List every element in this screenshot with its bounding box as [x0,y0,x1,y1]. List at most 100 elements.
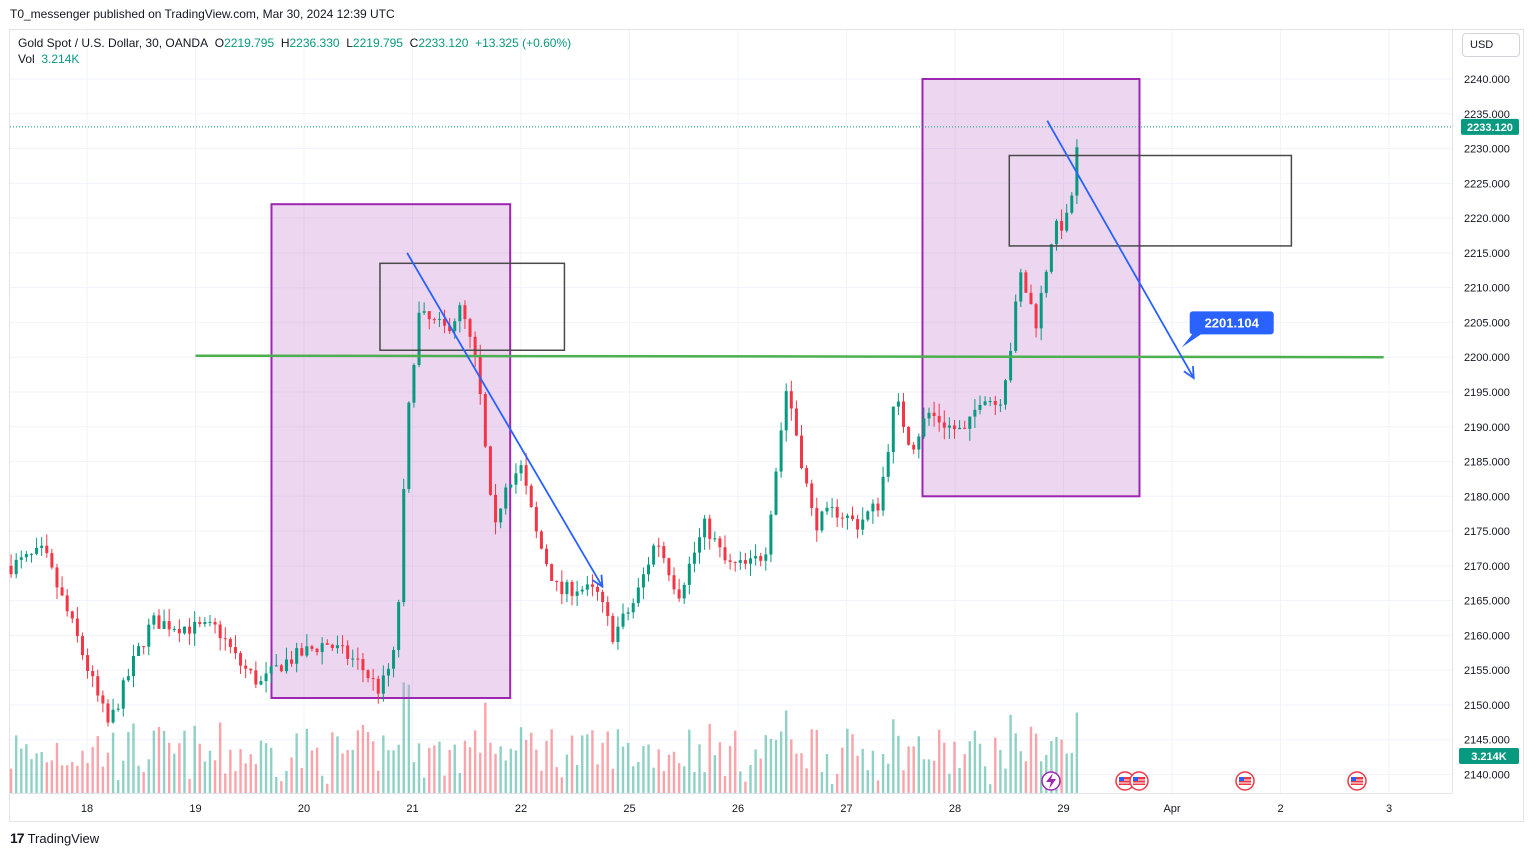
grid [10,30,1452,793]
volume-bar [407,684,411,793]
open-label: O [214,36,225,50]
volume-bar [122,760,125,793]
y-tick-label: 2165.000 [1464,596,1510,608]
y-tick-label: 2155.000 [1464,665,1510,677]
currency-button[interactable]: USD [1462,33,1520,57]
volume-bar [1019,751,1022,793]
candle-body [468,319,472,337]
candle-body [223,638,227,640]
volume-bar [591,730,594,793]
us-flag-icon [1129,771,1149,791]
candle-body [295,648,299,664]
volume-bar [693,771,696,793]
candle-body [718,538,722,548]
volume-bar [886,763,890,793]
chart-frame [9,29,1524,822]
volume-bar [907,746,910,793]
axes: 2140.000 2145.000 2150.000 2155.000 2160.000… [10,30,1519,815]
candle-body [891,406,895,453]
tradingview-logo-icon: 17 [10,830,25,846]
candle-body [789,391,793,409]
volume-bar [137,765,140,793]
y-tick-label: 2160.000 [1464,630,1510,642]
candle-body [458,305,462,322]
candle-body [91,671,95,677]
candle-body [840,517,844,519]
volume-bar [601,742,604,793]
volume-bar [326,783,329,793]
volume-bar [269,747,273,793]
volume-bar [336,736,339,793]
candle-body [1044,271,1048,293]
volume-bar [830,784,834,793]
volume-bar [988,784,992,793]
candles [9,139,1079,727]
candle-body [733,561,737,563]
candle-body [927,412,931,419]
candle-body [545,548,549,565]
candle-body [310,646,314,649]
volume-bar [249,754,252,793]
candle-body [942,422,946,428]
candle-body [912,444,916,450]
y-tick-label: 2240.000 [1464,74,1510,86]
candle-body [233,647,237,654]
candle-body [121,680,125,709]
candle-body [636,587,640,604]
volume-bar [152,730,156,793]
y-tick-label: 2170.000 [1464,561,1510,573]
volume-bar [953,741,956,793]
volume-bar [40,751,43,793]
volume-bar [254,763,258,793]
target-price-label: 2201.104 [1181,311,1274,348]
candle-body [861,519,865,530]
candle-body [922,418,926,437]
volume-bar [892,719,895,793]
volume-bar [902,770,905,793]
y-tick-label: 2150.000 [1464,700,1510,712]
volume-bar [162,730,166,793]
symbol-title[interactable]: Gold Spot / U.S. Dollar, 30, OANDA [18,36,209,50]
volume-bar [417,743,421,793]
candle-body [371,678,375,680]
x-tick-label: 21 [406,803,418,815]
volume-bar [392,750,395,793]
tradingview-logo[interactable]: 17 TradingView [10,830,99,846]
candle-body [86,655,90,672]
candle-body [998,404,1002,406]
y-tick-label: 2220.000 [1464,213,1510,225]
volume-bar [65,765,69,793]
volume-bar [728,746,732,793]
volume-bar [581,735,584,793]
volume-bar [637,762,640,793]
candle-body [290,659,294,664]
volume-bar [14,735,18,793]
y-tick-label: 2230.000 [1464,144,1510,156]
volume-bar [448,749,451,793]
volume-bar [499,746,502,793]
y-tick-label: 2190.000 [1464,422,1510,434]
candle-body [1054,220,1058,245]
volume-bar [111,732,115,793]
volume-bar [841,747,844,793]
publisher-line: T0_messenger published on TradingView.co… [10,7,395,21]
candle-body [743,560,747,564]
candle-body [529,485,533,508]
volume-label[interactable]: Vol [18,52,35,66]
candle-body [779,430,783,472]
candle-body [652,545,656,565]
candle-body [19,557,23,560]
candle-body [580,589,584,592]
volume-bar [361,724,365,793]
candle-body [575,591,579,596]
candle-body [106,703,110,723]
volume-bar [937,729,941,793]
candle-body [932,412,936,416]
candle-body [473,336,477,357]
volume-bar [606,731,609,793]
volume-bar [366,731,370,793]
volume-bar [861,748,864,793]
candle-body [662,546,666,559]
volume-bar [948,773,951,793]
